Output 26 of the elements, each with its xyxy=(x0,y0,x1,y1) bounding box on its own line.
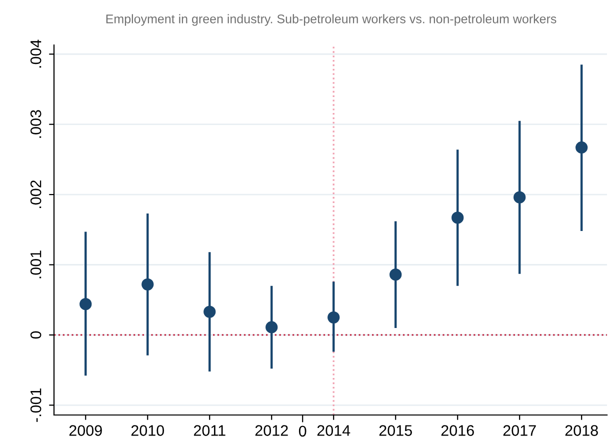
x-tick-label: 2011 xyxy=(194,425,226,436)
point xyxy=(390,268,402,281)
y-tick-label: .002 xyxy=(30,180,42,208)
y-tick-label: -.001 xyxy=(30,388,42,422)
point xyxy=(204,306,216,318)
y-tick-label: 0 xyxy=(30,331,42,339)
point xyxy=(576,141,588,154)
x-tick-label: 2010 xyxy=(131,425,164,436)
x-tick-label: 2014 xyxy=(317,425,350,436)
point xyxy=(328,311,340,324)
x-tick-label: 2015 xyxy=(379,425,412,436)
x-tick-label: 2018 xyxy=(565,425,598,436)
y-tick-label: .001 xyxy=(30,250,42,278)
x-tick-label: 2017 xyxy=(503,425,536,436)
chart-title: Employment in green industry. Sub-petroleum workers vs. non-petroleum workers xyxy=(106,14,556,26)
point xyxy=(514,191,526,204)
x-tick-label: 2016 xyxy=(441,425,474,436)
x-tick-label: 2012 xyxy=(255,425,288,436)
point xyxy=(80,298,92,310)
point xyxy=(452,212,464,224)
y-tick-label: .003 xyxy=(30,110,42,138)
text: 0 xyxy=(298,426,306,437)
y-tick-label: .004 xyxy=(30,40,42,68)
x-tick-label: 2009 xyxy=(69,425,102,436)
point xyxy=(142,278,154,290)
point xyxy=(266,321,278,334)
